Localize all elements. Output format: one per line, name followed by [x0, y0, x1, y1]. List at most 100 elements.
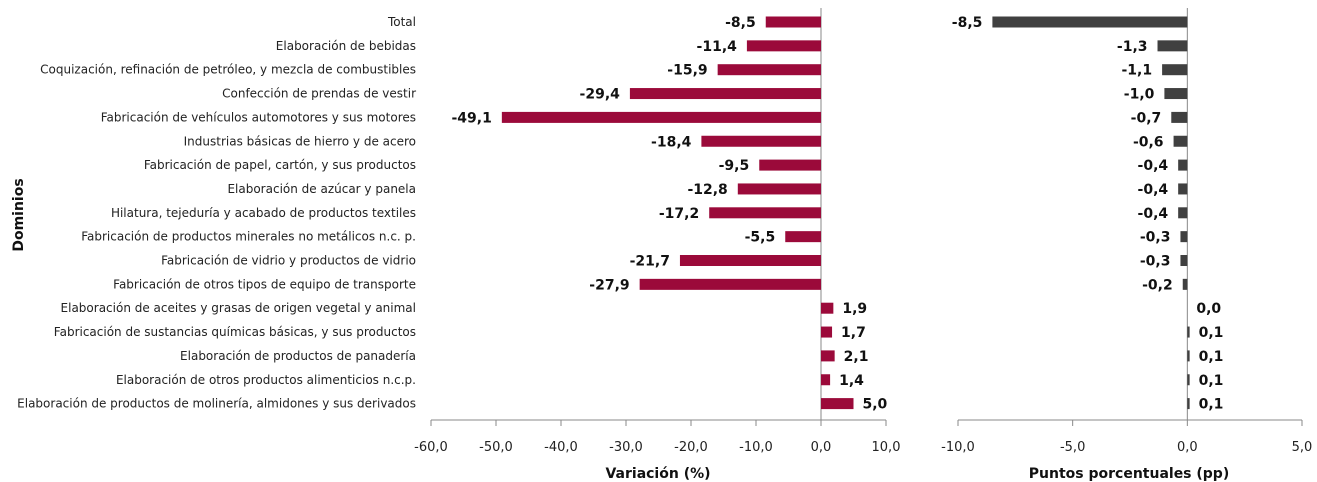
pp-value-label: -0,7: [1131, 110, 1162, 126]
variation-value-label: 5,0: [863, 397, 888, 413]
variation-bar: [785, 231, 821, 243]
pp-value-label: -1,1: [1121, 63, 1152, 79]
variation-value-label: -15,9: [667, 63, 707, 79]
category-label: Total: [387, 15, 416, 29]
pp-value-label: 0,1: [1199, 349, 1224, 365]
variation-tick-label: -30,0: [609, 440, 643, 455]
category-label: Hilatura, tejeduría y acabado de product…: [111, 206, 416, 220]
pp-value-label: 0,1: [1199, 397, 1224, 413]
category-label: Fabricación de papel, cartón, y sus prod…: [144, 158, 416, 172]
variation-tick-label: -20,0: [674, 440, 708, 455]
variation-bar: [639, 278, 821, 290]
category-label: Elaboración de bebidas: [276, 39, 416, 53]
variation-bar: [709, 207, 821, 219]
variation-value-label: -27,9: [589, 277, 629, 293]
pp-bar: [1171, 111, 1188, 123]
variation-tick-label: -50,0: [479, 440, 513, 455]
category-label: Fabricación de vidrio y productos de vid…: [161, 254, 416, 268]
variation-bar: [717, 64, 821, 76]
pp-bar: [1178, 159, 1188, 171]
variation-value-label: -12,8: [687, 182, 727, 198]
pp-tick-label: 5,0: [1292, 440, 1313, 455]
variation-bar: [765, 16, 821, 28]
variation-value-label: -49,1: [451, 110, 491, 126]
variation-value-label: 1,7: [841, 325, 866, 341]
pp-bar: [1164, 88, 1188, 100]
variation-value-label: -9,5: [719, 158, 750, 174]
variation-tick-label: -10,0: [739, 440, 773, 455]
variation-bar: [821, 350, 835, 362]
pp-bar: [1187, 326, 1190, 338]
pp-bar: [1178, 207, 1188, 219]
left-x-axis-title: Variación (%): [605, 466, 710, 482]
variation-value-label: 1,9: [842, 301, 867, 317]
y-axis-title: Dominios: [11, 178, 27, 251]
pp-bar: [1178, 183, 1188, 195]
pp-value-label: 0,0: [1196, 301, 1221, 317]
pp-value-label: -0,4: [1138, 206, 1169, 222]
pp-tick-label: 0,0: [1177, 440, 1198, 455]
category-label: Elaboración de otros productos alimentic…: [116, 373, 416, 387]
pp-bar: [1157, 40, 1188, 52]
pp-value-label: 0,1: [1199, 325, 1224, 341]
variation-value-label: -5,5: [745, 230, 776, 246]
variation-value-label: -21,7: [630, 254, 670, 270]
variation-value-label: -8,5: [725, 15, 756, 31]
variation-value-label: -17,2: [659, 206, 699, 222]
category-label: Confección de prendas de vestir: [222, 87, 416, 101]
pp-bar: [1180, 255, 1188, 266]
category-label: Fabricación de vehículos automotores y s…: [101, 110, 416, 124]
category-label: Fabricación de sustancias químicas básic…: [54, 325, 416, 339]
pp-bar: [1187, 398, 1190, 410]
right-x-axis-title: Puntos porcentuales (pp): [1029, 466, 1229, 482]
variation-bar: [501, 111, 821, 123]
pp-bar: [1182, 278, 1188, 290]
variation-chart: -60,0 -50,0 -40,0 -30,0 -20,0 -10,0 0,0 10,0 Tot…: [17, 8, 900, 455]
category-label: Elaboración de productos de panadería: [180, 349, 416, 363]
category-label: Elaboración de azúcar y panela: [227, 182, 416, 196]
variation-tick-label: -60,0: [414, 440, 448, 455]
variation-bar: [821, 302, 834, 314]
variation-tick-label: -40,0: [544, 440, 578, 455]
pp-value-label: -0,4: [1138, 158, 1169, 174]
variation-bar: [746, 40, 821, 52]
variation-bar: [759, 159, 821, 171]
variation-value-label: -18,4: [651, 134, 692, 150]
category-label: Industrias básicas de hierro y de acero: [184, 134, 416, 148]
pp-value-label: 0,1: [1199, 373, 1224, 389]
pp-value-label: -0,3: [1140, 230, 1171, 246]
pp-value-label: -8,5: [952, 15, 983, 31]
variation-bar: [821, 374, 831, 386]
variation-bar: [701, 135, 821, 147]
pp-bar: [1173, 135, 1188, 147]
pp-value-label: -1,3: [1117, 39, 1148, 55]
variation-value-label: 2,1: [844, 349, 869, 365]
variation-tick-label: 10,0: [872, 440, 901, 455]
variation-bar: [821, 398, 854, 410]
category-label: Elaboración de productos de molinería, a…: [17, 397, 416, 411]
percentage-points-chart: -10,0 -5,0 0,0 5,0 -8,5 -1,3 -1,1 -1,0 -0,7 -0,6 -…: [941, 8, 1312, 455]
category-label: Coquización, refinación de petróleo, y m…: [40, 63, 416, 77]
variation-bar: [629, 88, 821, 100]
variation-bar: [737, 183, 821, 195]
pp-bar: [1187, 374, 1190, 386]
variation-value-label: -29,4: [580, 87, 621, 103]
pp-tick-label: -10,0: [941, 440, 975, 455]
variation-value-label: 1,4: [839, 373, 864, 389]
category-label: Fabricación de otros tipos de equipo de …: [113, 277, 416, 291]
pp-bar: [1180, 231, 1188, 243]
pp-value-label: -0,4: [1138, 182, 1169, 198]
category-label: Fabricación de productos minerales no me…: [81, 230, 416, 244]
pp-bar: [992, 16, 1188, 28]
variation-bar: [679, 255, 821, 266]
pp-tick-label: -5,0: [1060, 440, 1085, 455]
pp-bar: [1162, 64, 1188, 76]
pp-value-label: -0,2: [1142, 277, 1173, 293]
category-label: Elaboración de aceites y grasas de orige…: [61, 301, 416, 315]
pp-bar: [1187, 350, 1190, 362]
variation-tick-label: 0,0: [811, 440, 832, 455]
pp-value-label: -0,6: [1133, 134, 1164, 150]
pp-value-label: -0,3: [1140, 254, 1171, 270]
variation-bar: [821, 326, 833, 338]
